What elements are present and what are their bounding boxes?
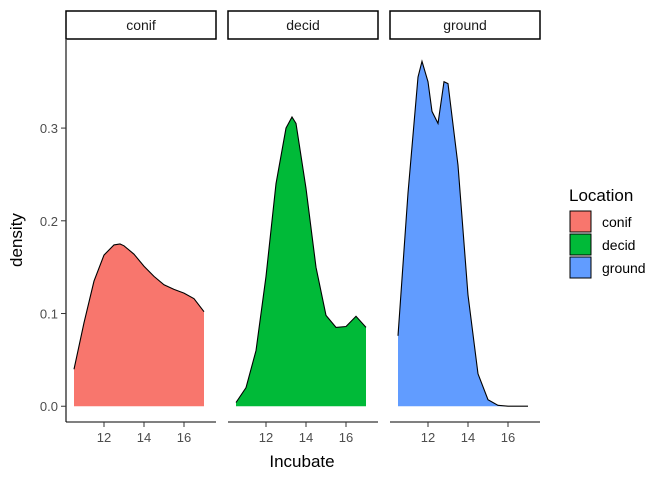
x-tick-label: 16 (501, 430, 515, 445)
facet-strip-decid (227, 10, 379, 40)
x-tick-label: 12 (97, 430, 111, 445)
density-area-decid (236, 117, 366, 407)
legend: Location conif decid ground (569, 186, 646, 279)
x-axis-title: Incubate (269, 452, 334, 471)
density-curve-ground (397, 59, 528, 407)
legend-title: Location (569, 186, 633, 205)
facet-panel-ground: ground 12 14 16 (389, 10, 541, 445)
x-tick-label: 16 (177, 430, 191, 445)
facet-panels: conif 12 14 16 decid 12 14 16 ground 12 14 16 (65, 10, 541, 445)
legend-label: ground (602, 260, 646, 276)
facet-panel-decid: decid 12 14 16 (227, 10, 379, 445)
y-tick-label: 0.1 (40, 307, 58, 322)
y-tick-label: 0.0 (40, 399, 58, 414)
legend-item-conif: conif (569, 210, 632, 233)
x-tick-label: 14 (299, 430, 313, 445)
facet-strip-label: conif (126, 17, 156, 33)
y-axis: 0.0 0.1 0.2 0.3 (40, 40, 67, 422)
legend-swatch (569, 233, 592, 256)
facet-strip-ground (389, 10, 541, 40)
x-tick-label: 16 (339, 430, 353, 445)
density-curve-conif (73, 243, 205, 370)
facet-panel-conif: conif 12 14 16 (65, 10, 217, 445)
legend-label: decid (602, 237, 635, 253)
legend-label: conif (602, 214, 632, 230)
y-tick-label: 0.2 (40, 214, 58, 229)
legend-item-decid: decid (569, 233, 635, 256)
x-tick-label: 12 (421, 430, 435, 445)
legend-swatch (569, 256, 592, 279)
facet-strip-label: ground (443, 17, 487, 33)
facet-strip-label: decid (286, 17, 319, 33)
x-tick-label: 12 (259, 430, 273, 445)
density-curve-decid (235, 115, 367, 403)
legend-swatch (569, 210, 592, 233)
y-tick-label: 0.3 (40, 121, 58, 136)
facet-strip-conif (65, 10, 217, 40)
density-area-conif (74, 244, 204, 407)
x-tick-label: 14 (137, 430, 151, 445)
legend-item-ground: ground (569, 256, 646, 279)
y-axis-title: density (7, 213, 26, 267)
x-tick-label: 14 (461, 430, 475, 445)
